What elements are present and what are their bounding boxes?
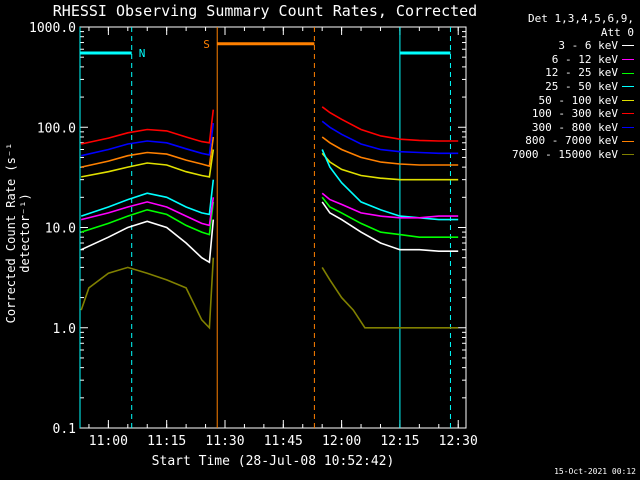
chart-title: RHESSI Observing Summary Count Rates, Co… [52, 2, 478, 20]
y-tick-label: 10.0 [45, 222, 76, 237]
legend-swatch [622, 86, 634, 88]
series-group [80, 106, 459, 330]
legend-entry-label: 25 - 50 keV [545, 79, 618, 93]
legend-swatch [622, 127, 634, 129]
legend-swatch [622, 99, 634, 101]
legend-entry-label: 300 - 800 keV [531, 120, 618, 134]
series-line [81, 197, 215, 227]
legend-entry-label: 6 - 12 keV [551, 52, 618, 66]
legend-entry: 50 - 100 keV [512, 94, 634, 108]
series-line [321, 152, 459, 181]
legend-entry-label: 800 - 7000 keV [525, 134, 618, 148]
timestamp: 15-Oct-2021 00:12 [554, 467, 636, 476]
saa-label: S [203, 38, 210, 51]
series-line [321, 149, 459, 221]
legend-entry: 12 - 25 keV [512, 66, 634, 80]
legend-swatch [622, 140, 634, 142]
x-tick-label: 12:15 [380, 434, 419, 449]
series-line [80, 219, 215, 264]
legend-entry-label: 7000 - 15000 keV [512, 147, 618, 161]
y-tick-label: 1000.0 [29, 21, 76, 36]
y-tick-label: 1.0 [53, 322, 76, 337]
x-tick-label: 11:00 [89, 434, 128, 449]
series-line [80, 201, 215, 236]
series-line [321, 120, 459, 155]
legend-entry: 7000 - 15000 keV [512, 148, 634, 162]
observing-annotations: NS [79, 27, 451, 428]
legend-entry: 100 - 300 keV [512, 107, 634, 121]
x-tick-label: 12:00 [322, 434, 361, 449]
legend-entry-label: 100 - 300 keV [531, 107, 618, 121]
night-label: N [139, 47, 146, 60]
series-line [81, 109, 215, 145]
series-line [80, 257, 215, 330]
series-line [81, 149, 215, 178]
x-tick-label: 11:45 [264, 434, 303, 449]
legend-header-2: Att 0 [600, 25, 634, 39]
legend-entry-label: 3 - 6 keV [558, 39, 618, 53]
legend-swatch [622, 113, 634, 115]
legend-entry: 25 - 50 keV [512, 80, 634, 94]
legend-swatch [622, 59, 634, 61]
legend-header-1: Det 1,3,4,5,6,9, [528, 12, 634, 25]
series-line [321, 192, 459, 219]
series-line [321, 196, 459, 238]
series-line [80, 179, 215, 217]
series-line [321, 266, 459, 329]
x-tick-label: 12:30 [439, 434, 478, 449]
series-line [81, 123, 215, 157]
legend-entry: 800 - 7000 keV [512, 134, 634, 148]
series-line [321, 136, 459, 166]
y-tick-label: 100.0 [37, 121, 76, 136]
legend-entry: 300 - 800 keV [512, 121, 634, 135]
legend-swatch [622, 72, 634, 74]
legend: Det 1,3,4,5,6,9, Att 0 3 - 6 keV 6 - 12 k… [512, 12, 634, 162]
plot-frame [79, 26, 467, 429]
legend-entry: 3 - 6 keV [512, 39, 634, 53]
x-tick-label: 11:30 [205, 434, 244, 449]
legend-entry-label: 12 - 25 keV [545, 66, 618, 80]
series-line [81, 136, 215, 168]
x-axis-label: Start Time (28-Jul-08 10:52:42) [151, 454, 395, 469]
x-tick-label: 11:15 [147, 434, 186, 449]
legend-entry-label: 50 - 100 keV [538, 93, 618, 107]
legend-swatch [622, 154, 634, 156]
y-tick-label: 0.1 [53, 422, 76, 437]
y-axis-label: Corrected Count Rate (s⁻¹ detector⁻¹) [4, 142, 32, 324]
legend-entry: 6 - 12 keV [512, 53, 634, 67]
plot-axes: 0.1 1.0 10.0 100.0 1000.0 11:00 11:15 11:30 11:4… [29, 21, 478, 449]
series-line [321, 106, 459, 142]
legend-swatch [622, 45, 634, 47]
series-line [321, 201, 459, 252]
